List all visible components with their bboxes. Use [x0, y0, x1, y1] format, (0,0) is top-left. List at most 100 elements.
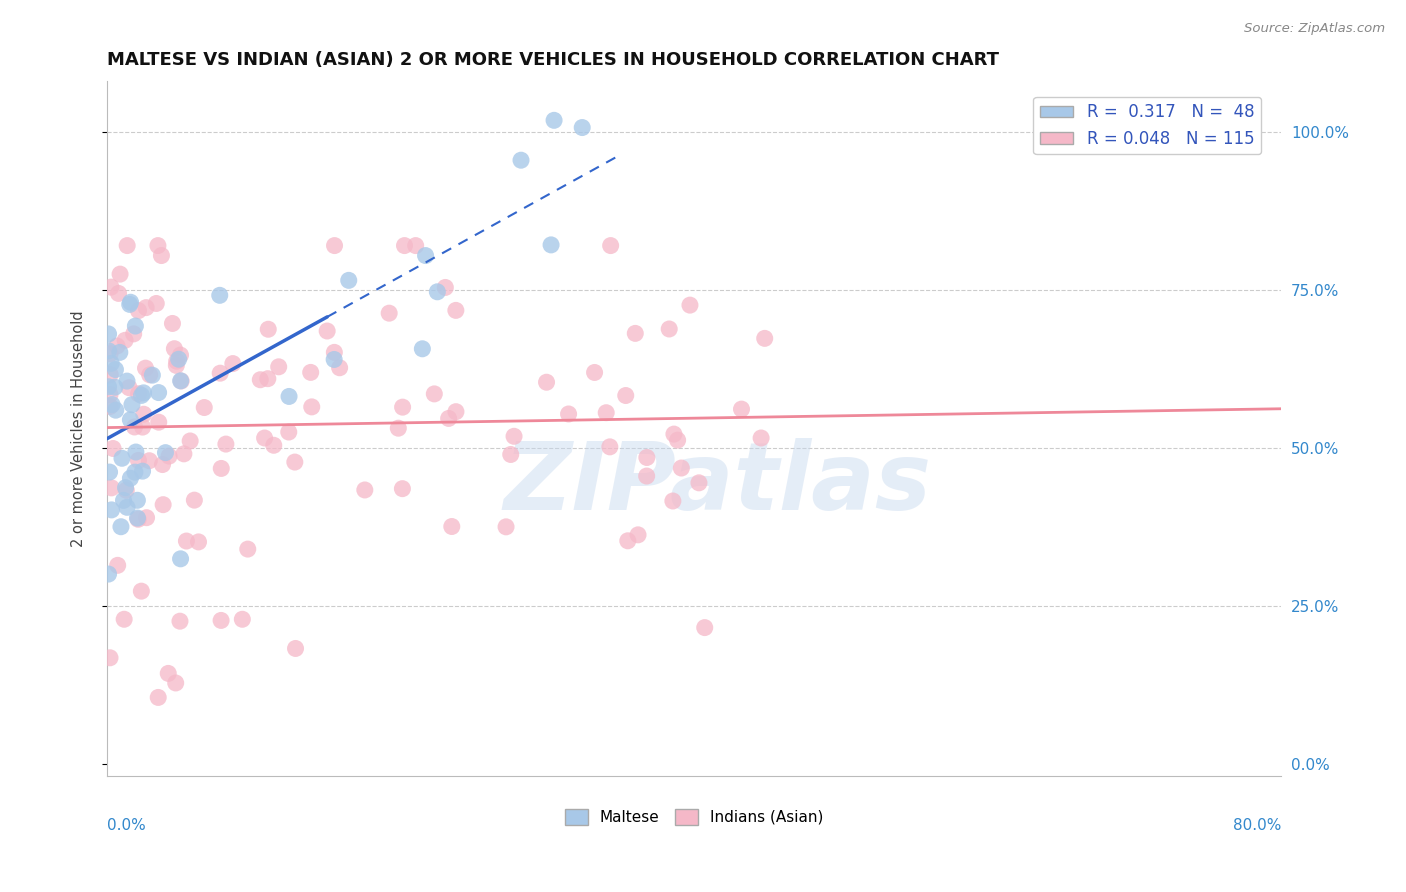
Point [148, 690, 170, 705]
Point [131, 388, 153, 402]
Point [100, 280, 122, 294]
Point [115, 238, 138, 252]
Point [134, 361, 156, 376]
Point [98, 387, 121, 401]
Point [98, 400, 121, 414]
Text: 0.0%: 0.0% [107, 818, 146, 833]
Point [118, 381, 141, 395]
Point [105, 339, 128, 353]
Point [391, 482, 413, 496]
Point [176, 534, 198, 549]
Point [169, 614, 191, 628]
Point [157, 666, 180, 681]
Point [128, 386, 150, 401]
Point [671, 461, 693, 475]
Point [112, 493, 135, 508]
Point [636, 450, 658, 465]
Point [124, 319, 146, 334]
Point [165, 676, 187, 690]
Point [111, 451, 134, 466]
Point [167, 352, 190, 367]
Point [299, 365, 322, 379]
Point [101, 442, 124, 456]
Point [277, 425, 299, 439]
Point [166, 354, 188, 368]
Point [378, 306, 401, 320]
Point [127, 453, 149, 467]
Point [114, 334, 136, 348]
Point [112, 612, 135, 626]
Point [115, 374, 138, 388]
Text: ZIPatlas: ZIPatlas [503, 438, 932, 531]
Point [323, 238, 346, 252]
Point [215, 437, 238, 451]
Point [423, 387, 446, 401]
Point [122, 326, 145, 341]
Point [98, 650, 121, 665]
Point [444, 303, 467, 318]
Point [614, 388, 637, 402]
Point [394, 238, 416, 252]
Point [169, 348, 191, 362]
Point [495, 520, 517, 534]
Point [627, 528, 650, 542]
Point [387, 421, 409, 435]
Point [599, 238, 621, 252]
Point [510, 153, 533, 168]
Point [98, 347, 121, 361]
Text: MALTESE VS INDIAN (ASIAN) 2 OR MORE VEHICLES IN HOUSEHOLD CORRELATION CHART: MALTESE VS INDIAN (ASIAN) 2 OR MORE VEHI… [107, 51, 1000, 69]
Point [173, 447, 195, 461]
Point [183, 493, 205, 508]
Point [115, 483, 138, 498]
Point [145, 296, 167, 310]
Point [97, 567, 120, 582]
Point [127, 512, 149, 526]
Point [658, 322, 681, 336]
Point [284, 455, 307, 469]
Point [249, 373, 271, 387]
Point [118, 297, 141, 311]
Point [571, 120, 593, 135]
Point [135, 510, 157, 524]
Point [98, 368, 121, 382]
Point [115, 500, 138, 515]
Point [107, 558, 129, 573]
Point [152, 458, 174, 472]
Point [138, 454, 160, 468]
Point [434, 280, 457, 294]
Point [329, 360, 352, 375]
Legend: Maltese, Indians (Asian): Maltese, Indians (Asian) [558, 803, 830, 831]
Point [141, 368, 163, 383]
Point [100, 481, 122, 495]
Point [162, 317, 184, 331]
Point [121, 398, 143, 412]
Point [127, 303, 149, 318]
Text: 80.0%: 80.0% [1233, 818, 1281, 833]
Point [138, 368, 160, 382]
Point [148, 385, 170, 400]
Point [97, 326, 120, 341]
Point [110, 520, 132, 534]
Point [222, 357, 245, 371]
Point [107, 286, 129, 301]
Point [100, 356, 122, 370]
Point [437, 411, 460, 425]
Point [98, 465, 121, 479]
Text: Source: ZipAtlas.com: Source: ZipAtlas.com [1244, 22, 1385, 36]
Point [131, 464, 153, 478]
Point [557, 407, 579, 421]
Point [730, 402, 752, 417]
Point [150, 248, 173, 262]
Point [108, 267, 131, 281]
Point [236, 542, 259, 557]
Point [124, 420, 146, 434]
Point [104, 380, 127, 394]
Point [267, 359, 290, 374]
Point [536, 376, 558, 390]
Point [114, 481, 136, 495]
Point [666, 433, 689, 447]
Point [543, 113, 565, 128]
Point [179, 434, 201, 448]
Point [405, 238, 427, 252]
Point [426, 285, 449, 299]
